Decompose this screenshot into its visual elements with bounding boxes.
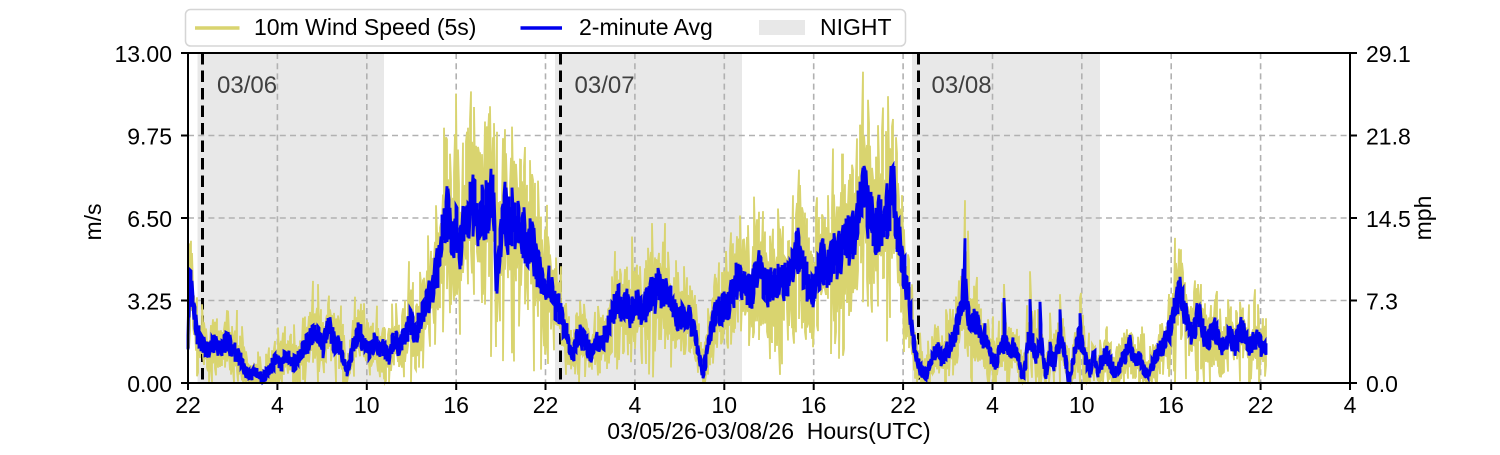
svg-text:4: 4 (629, 392, 642, 418)
svg-text:m/s: m/s (80, 203, 106, 240)
svg-text:13.00: 13.00 (114, 41, 172, 67)
svg-text:10m Wind Speed (5s): 10m Wind Speed (5s) (254, 14, 476, 40)
svg-text:2-minute Avg: 2-minute Avg (579, 14, 713, 40)
svg-text:4: 4 (1344, 392, 1357, 418)
svg-text:16: 16 (801, 392, 827, 418)
svg-text:mph: mph (1410, 196, 1436, 241)
svg-text:7.3: 7.3 (1366, 289, 1398, 315)
svg-text:29.1: 29.1 (1366, 41, 1411, 67)
svg-text:22: 22 (533, 392, 559, 418)
svg-text:6.50: 6.50 (127, 206, 172, 232)
svg-text:22: 22 (890, 392, 916, 418)
svg-text:03/05/26-03/08/26 Hours(UTC): 03/05/26-03/08/26 Hours(UTC) (607, 418, 930, 444)
svg-text:22: 22 (1248, 392, 1274, 418)
svg-text:10: 10 (1069, 392, 1095, 418)
svg-text:0.0: 0.0 (1366, 371, 1398, 397)
svg-text:03/08: 03/08 (932, 72, 992, 99)
svg-text:21.8: 21.8 (1366, 124, 1411, 150)
svg-text:03/07: 03/07 (575, 72, 635, 99)
svg-text:03/06: 03/06 (217, 72, 277, 99)
svg-text:16: 16 (443, 392, 469, 418)
svg-text:9.75: 9.75 (127, 124, 172, 150)
svg-text:4: 4 (986, 392, 999, 418)
svg-text:22: 22 (175, 392, 201, 418)
svg-text:16: 16 (1158, 392, 1184, 418)
svg-text:NIGHT: NIGHT (820, 14, 892, 40)
svg-text:10: 10 (354, 392, 380, 418)
svg-text:14.5: 14.5 (1366, 206, 1411, 232)
svg-text:4: 4 (271, 392, 284, 418)
svg-text:10: 10 (712, 392, 738, 418)
svg-text:0.00: 0.00 (127, 371, 172, 397)
svg-text:3.25: 3.25 (127, 289, 172, 315)
